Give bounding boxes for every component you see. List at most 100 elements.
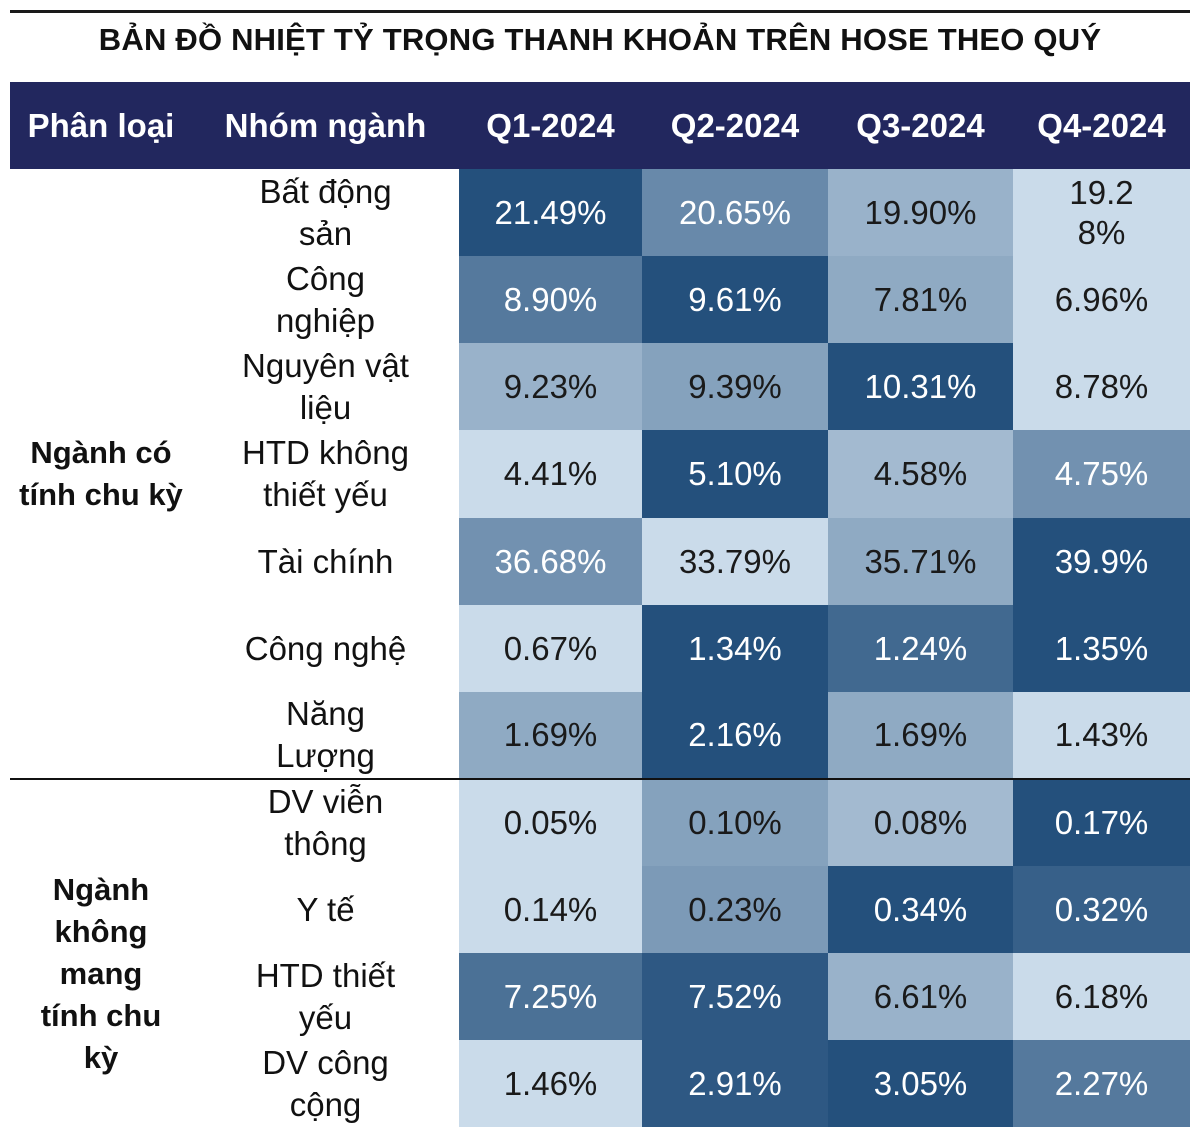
table-row: Năng Lượng 1.69% 2.16% 1.69% 1.43% (10, 692, 1190, 779)
cell-value: 0.34% (873, 890, 968, 928)
cell-value: 4.58% (873, 455, 968, 492)
group-label: Bất động sản (259, 172, 392, 252)
cell-value: 2.91% (688, 1064, 782, 1102)
cell-value: 10.31% (864, 367, 977, 405)
cell-value: 6.18% (1054, 977, 1149, 1015)
heatmap-cell: 2.91% (642, 1040, 828, 1127)
cell-value: 9.61% (688, 280, 782, 318)
heatmap-cell: 20.65% (642, 169, 828, 256)
table-row: Công nghệ 0.67% 1.34% 1.24% 1.35% (10, 605, 1190, 692)
heatmap-cell: 1.34% (642, 605, 828, 692)
heatmap-cell: 9.39% (642, 343, 828, 430)
header-quarter: Q1-2024 (459, 82, 642, 169)
table-row: Ngành không mang tính chu kỳ DV viễn thôn… (10, 778, 1190, 1127)
group-label: Y tế (296, 890, 355, 928)
table-row: Nguyên vật liệu 9.23% 9.39% 10.31% 8.78% (10, 343, 1190, 430)
heatmap-cell: 0.10% (642, 778, 828, 866)
heatmap-cell: 36.68% (459, 518, 642, 605)
header-quarter: Q2-2024 (642, 82, 828, 169)
heatmap-cell: 35.71% (828, 518, 1013, 605)
heatmap-table: Phân loại Nhóm ngành Q1-2024 Q2-2024 Q3-… (10, 82, 1190, 1127)
heatmap-cell: 4.75% (1013, 430, 1190, 518)
cell-value: 19.90% (864, 193, 977, 231)
heatmap-cell: 6.61% (828, 953, 1013, 1040)
cell-value: 1.43% (1054, 716, 1149, 753)
cell-value: 0.67% (503, 629, 598, 667)
group-label: HTD thiết yếu (255, 956, 396, 1036)
heatmap-cell: 7.52% (642, 953, 828, 1040)
group-label: Nguyên vật liệu (242, 346, 409, 426)
heatmap-cell: 0.67% (459, 605, 642, 692)
cell-value: 4.75% (1054, 455, 1149, 492)
cell-value: 33.79% (679, 542, 791, 580)
cell-value: 7.25% (503, 977, 598, 1015)
heatmap-cell: 0.32% (1013, 866, 1190, 953)
cell-value: 1.46% (503, 1064, 598, 1102)
top-rule (10, 10, 1190, 13)
header-row: Phân loại Nhóm ngành Q1-2024 Q2-2024 Q3-… (10, 82, 1190, 169)
heatmap-cell: 8.90% (459, 256, 642, 343)
category-label: Ngành có tính chu kỳ (19, 434, 183, 512)
table-row: HTD thiết yếu 7.25% 7.52% 6.61% 6.18% (10, 953, 1190, 1040)
heatmap-cell: 1.69% (459, 692, 642, 779)
heatmap-cell: 5.10% (642, 430, 828, 518)
header-group: Nhóm ngành (192, 82, 459, 169)
heatmap-cell: 10.31% (828, 343, 1013, 430)
heatmap-cell: 7.81% (828, 256, 1013, 343)
cell-value: 19.28% (1069, 173, 1134, 251)
cell-value: 7.81% (873, 280, 968, 318)
heatmap-cell: 0.34% (828, 866, 1013, 953)
heatmap-cell: 39.9% (1013, 518, 1190, 605)
cell-value: 0.23% (688, 890, 782, 928)
cell-value: 0.14% (503, 890, 598, 928)
cell-value: 0.10% (688, 804, 782, 841)
cell-value: 0.05% (503, 804, 598, 841)
cell-value: 6.96% (1054, 280, 1149, 318)
cell-value: 9.39% (688, 367, 782, 405)
heatmap-cell: 1.46% (459, 1040, 642, 1127)
group-label: HTD không thiết yếu (242, 434, 409, 513)
cell-value: 1.34% (688, 629, 782, 667)
heatmap-cell: 2.27% (1013, 1040, 1190, 1127)
cell-value: 9.23% (503, 367, 598, 405)
cell-value: 39.9% (1054, 542, 1149, 580)
group-label: DV viễn thông (192, 778, 459, 866)
table-row: Ngành có tính chu kỳ Bất động sản 21.49% 20… (10, 169, 1190, 512)
heatmap-cell: 21.49% (459, 169, 642, 256)
cell-value: 1.35% (1054, 629, 1149, 667)
heatmap-cell: 1.69% (828, 692, 1013, 779)
cell-value: 20.65% (679, 193, 791, 231)
heatmap-cell: 1.24% (828, 605, 1013, 692)
group-label: Công nghiệp (275, 259, 376, 339)
heatmap-body: Ngành có tính chu kỳ Bất động sản 21.49% 20… (10, 169, 1190, 1127)
heatmap-cell: 0.08% (828, 778, 1013, 866)
heatmap-cell: 33.79% (642, 518, 828, 605)
heatmap-cell: 6.96% (1013, 256, 1190, 343)
cell-value: 21.49% (494, 193, 607, 231)
cell-value: 8.90% (503, 280, 598, 318)
heatmap-cell: 9.23% (459, 343, 642, 430)
heatmap-cell: 4.41% (459, 430, 642, 518)
table-row: Tài chính 36.68% 33.79% 35.71% 39.9% (10, 518, 1190, 605)
header-quarter: Q4-2024 (1013, 82, 1190, 169)
group-label: Năng Lượng (276, 695, 375, 774)
cell-value: 1.24% (873, 629, 968, 667)
cell-value: 35.71% (864, 542, 977, 580)
cell-value: 2.27% (1054, 1064, 1149, 1102)
heatmap-cell: 4.58% (828, 430, 1013, 518)
heatmap-cell: 3.05% (828, 1040, 1013, 1127)
cell-value: 3.05% (873, 1064, 968, 1102)
cell-value: 1.69% (503, 716, 598, 753)
group-label: Tài chính (257, 542, 394, 580)
heatmap-cell: 0.17% (1013, 778, 1190, 866)
cell-value: 7.52% (688, 977, 782, 1015)
cell-value: 1.69% (873, 716, 968, 753)
table-row: Y tế 0.14% 0.23% 0.34% 0.32% (10, 866, 1190, 953)
header-category: Phân loại (10, 82, 192, 169)
heatmap-cell: 9.61% (642, 256, 828, 343)
table-row: DV công cộng 1.46% 2.91% 3.05% 2.27% (10, 1040, 1190, 1127)
cell-value: 5.10% (688, 455, 782, 492)
group-label: Công nghệ (244, 629, 407, 667)
heatmap-cell: 1.43% (1013, 692, 1190, 779)
heatmap-cell: 0.14% (459, 866, 642, 953)
